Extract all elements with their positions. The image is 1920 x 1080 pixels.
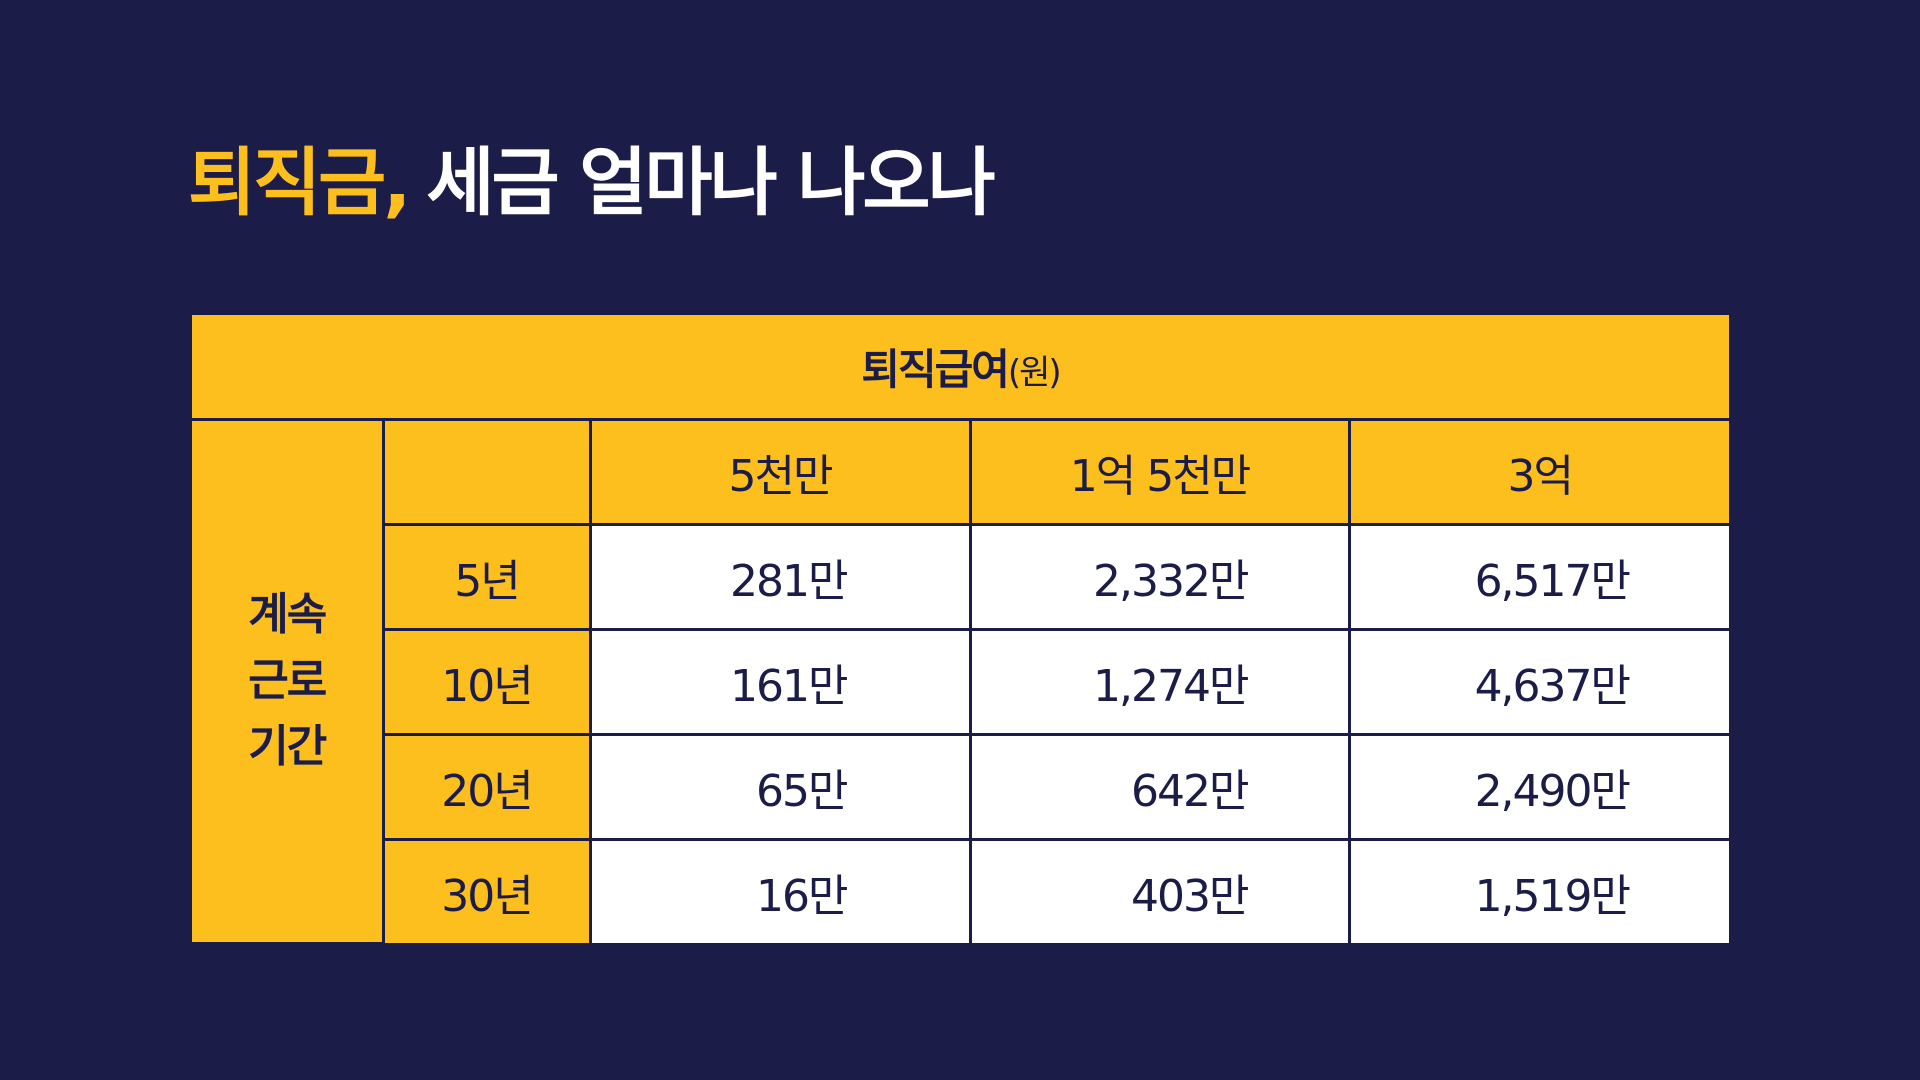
data-row: 5년 281만 2,332만 6,517만: [192, 523, 1730, 631]
row-group-line: 계속: [248, 589, 327, 641]
value-cell: 281만: [588, 523, 972, 631]
row-header: 5년: [383, 523, 592, 631]
value-cell: 1,519만: [1347, 838, 1730, 943]
value-cell: 403만: [968, 838, 1351, 943]
value-cell: 4,637만: [1347, 628, 1730, 736]
data-row: 30년 16만 403만 1,519만: [192, 838, 1730, 943]
value-cell: 161만: [588, 628, 972, 736]
value-cell: 65만: [588, 733, 972, 841]
header-row: 퇴직급여(원): [192, 315, 1730, 421]
column-header: 1억 5천만: [968, 418, 1351, 526]
title: 퇴직금, 세금 얼마나 나오나: [188, 138, 996, 228]
value-cell: 2,490만: [1347, 733, 1730, 841]
table-body: 퇴직급여(원) 계속 근로 기간 5천만 1억 5천만 3억 5년 281만 2,332만 6,51…: [192, 315, 1730, 945]
value-cell: 2,332만: [968, 523, 1351, 631]
row-header: 10년: [383, 628, 592, 736]
value-cell: 1,274만: [968, 628, 1351, 736]
value-cell: 6,517만: [1347, 523, 1730, 631]
corner-cell: [381, 418, 592, 526]
row-group-line: 근로: [248, 655, 327, 707]
value-cell: 642만: [968, 733, 1351, 841]
header-main: 퇴직급여: [861, 345, 1010, 394]
value-cell: 16만: [588, 838, 972, 943]
data-row: 20년 65만 642만 2,490만: [192, 733, 1730, 841]
column-header: 3억: [1347, 418, 1730, 526]
header-cell: 퇴직급여(원): [192, 315, 1730, 421]
row-header: 20년: [383, 733, 592, 841]
title-rest: 세금 얼마나 나오나: [426, 140, 995, 226]
column-header: 5천만: [588, 418, 972, 526]
header-unit: (원): [1007, 353, 1062, 393]
row-group-line: 기간: [248, 721, 327, 773]
table: 퇴직급여(원) 계속 근로 기간 5천만 1억 5천만 3억 5년 281만 2,332만 6,51…: [192, 315, 1730, 945]
title-highlight: 퇴직금,: [188, 140, 411, 226]
data-row: 10년 161만 1,274만 4,637만: [192, 628, 1730, 736]
row-header: 30년: [383, 838, 592, 943]
